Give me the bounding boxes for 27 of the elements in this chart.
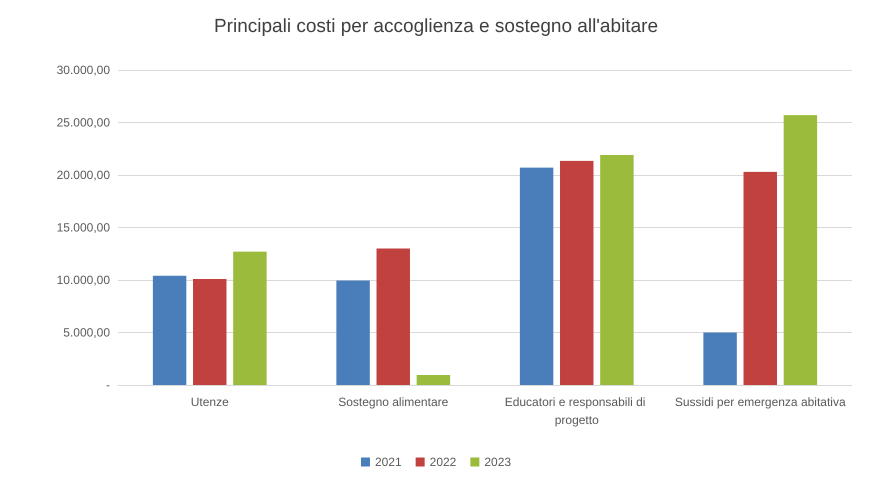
y-tick-label: 15.000,00 bbox=[56, 220, 110, 234]
bar bbox=[233, 252, 267, 385]
x-tick-label: Utenze bbox=[190, 395, 230, 409]
chart-title: Principali costi per accoglienza e sostegno all'abitare bbox=[214, 16, 658, 37]
x-tick-label: Sussidi per emergenza abitativa bbox=[674, 395, 846, 409]
x-tick-label: Educatori e responsabili di progetto bbox=[504, 395, 649, 427]
y-tick-label: 5.000,00 bbox=[63, 326, 110, 340]
y-tick-label: 20.000,00 bbox=[56, 168, 110, 182]
bar bbox=[520, 168, 554, 385]
bar bbox=[560, 160, 594, 385]
bar bbox=[376, 248, 410, 385]
y-tick-label: 10.000,00 bbox=[56, 273, 110, 287]
bar bbox=[744, 172, 777, 385]
bar bbox=[152, 276, 186, 385]
legend-label: 2022 bbox=[430, 455, 457, 469]
bar bbox=[336, 280, 370, 385]
bar bbox=[703, 332, 737, 385]
y-tick-label: - bbox=[106, 378, 110, 392]
bar bbox=[600, 155, 634, 385]
legend-label: 2023 bbox=[484, 455, 512, 469]
bar bbox=[193, 278, 226, 385]
legend-label: 2021 bbox=[374, 455, 402, 469]
bar bbox=[416, 375, 450, 385]
y-tick-label: 30.000,00 bbox=[56, 63, 110, 77]
x-tick-label: Sostegno alimentare bbox=[338, 395, 449, 409]
bar bbox=[784, 115, 818, 385]
y-tick-label: 25.000,00 bbox=[56, 116, 110, 130]
